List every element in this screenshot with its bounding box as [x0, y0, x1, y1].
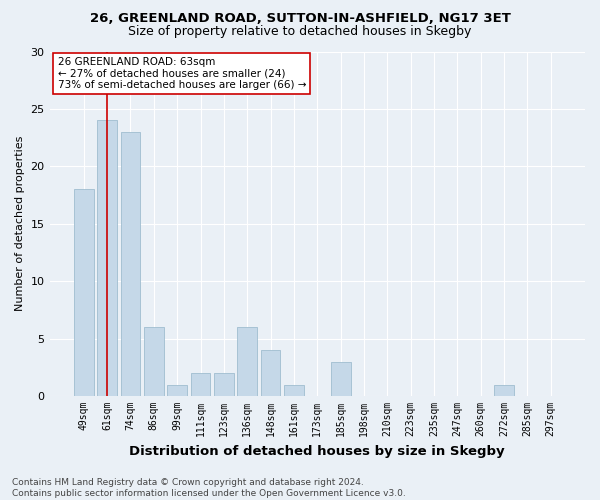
Text: Contains HM Land Registry data © Crown copyright and database right 2024.
Contai: Contains HM Land Registry data © Crown c… — [12, 478, 406, 498]
X-axis label: Distribution of detached houses by size in Skegby: Distribution of detached houses by size … — [130, 444, 505, 458]
Bar — [284, 384, 304, 396]
Text: Size of property relative to detached houses in Skegby: Size of property relative to detached ho… — [128, 25, 472, 38]
Text: 26 GREENLAND ROAD: 63sqm
← 27% of detached houses are smaller (24)
73% of semi-d: 26 GREENLAND ROAD: 63sqm ← 27% of detach… — [58, 56, 306, 90]
Bar — [191, 373, 211, 396]
Y-axis label: Number of detached properties: Number of detached properties — [15, 136, 25, 312]
Bar — [214, 373, 234, 396]
Text: 26, GREENLAND ROAD, SUTTON-IN-ASHFIELD, NG17 3ET: 26, GREENLAND ROAD, SUTTON-IN-ASHFIELD, … — [89, 12, 511, 26]
Bar — [494, 384, 514, 396]
Bar — [121, 132, 140, 396]
Bar — [331, 362, 350, 396]
Bar — [260, 350, 280, 396]
Bar — [167, 384, 187, 396]
Bar — [238, 327, 257, 396]
Bar — [97, 120, 117, 396]
Bar — [74, 190, 94, 396]
Bar — [144, 327, 164, 396]
